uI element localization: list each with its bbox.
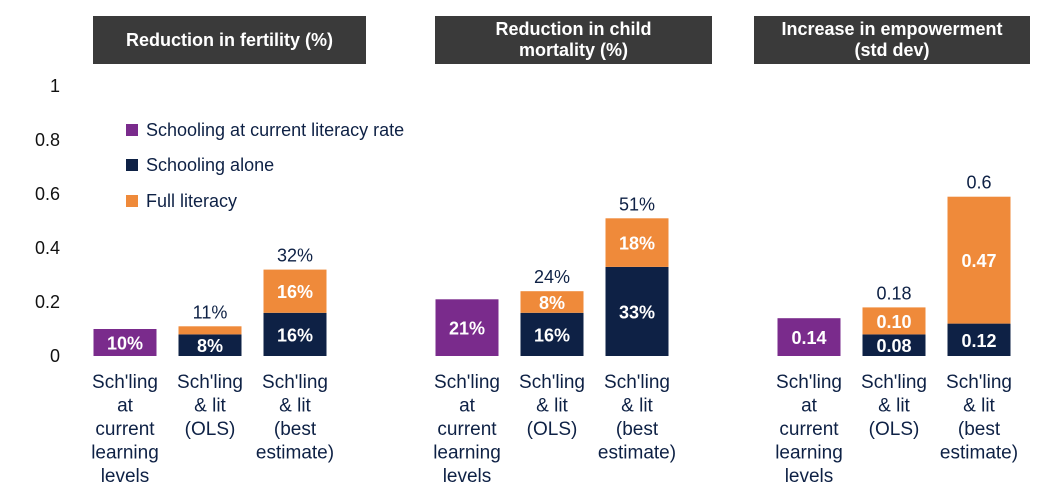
bar-segment xyxy=(605,266,669,356)
y-tick-label: 1 xyxy=(50,76,60,96)
category-label: Sch'ling at current learning levels xyxy=(775,372,843,487)
legend-swatch xyxy=(126,159,138,171)
bar-total-label: 24% xyxy=(534,267,570,287)
category-label-line: & lit xyxy=(621,396,653,417)
legend-label: Schooling alone xyxy=(146,155,274,175)
bar-total-label: 0.6 xyxy=(966,173,991,193)
segment-value-label: 33% xyxy=(619,302,655,322)
category-label-line: estimate) xyxy=(940,443,1018,464)
bar-segment xyxy=(605,218,669,267)
category-label-line: levels xyxy=(101,466,150,487)
category-label: Sch'ling & lit (best estimate) xyxy=(256,372,334,464)
segment-value-label: 16% xyxy=(534,325,570,345)
category-label-line: Sch'ling xyxy=(604,372,670,393)
category-label-line: & lit xyxy=(279,396,311,417)
category-label: Sch'ling & lit (OLS) xyxy=(177,372,243,440)
segment-value-label: 21% xyxy=(449,319,485,339)
category-label-line: levels xyxy=(785,466,834,487)
category-label-line: learning xyxy=(91,443,159,464)
category-label-line: Sch'ling xyxy=(946,372,1012,393)
category-label-line: & lit xyxy=(194,396,226,417)
category-label: Sch'ling at current learning levels xyxy=(91,372,159,487)
category-label-line: Sch'ling xyxy=(177,372,243,393)
category-label-line: current xyxy=(437,419,497,440)
category-label-line: (OLS) xyxy=(869,419,920,440)
y-tick-label: 0.6 xyxy=(35,184,60,204)
category-label-line: Sch'ling xyxy=(262,372,328,393)
legend-label: Schooling at current literacy rate xyxy=(146,120,404,140)
y-tick-label: 0.2 xyxy=(35,292,60,312)
legend-swatch xyxy=(126,124,138,136)
panel-title-child-mortality: Reduction in child mortality (%) xyxy=(435,16,712,64)
bar-total-label: 11% xyxy=(193,302,228,322)
bar-segment xyxy=(947,323,1011,356)
category-label: Sch'ling & lit (best estimate) xyxy=(598,372,676,464)
bar-segment xyxy=(435,299,499,356)
segment-value-label: 10% xyxy=(107,334,143,354)
segment-value-label: 8% xyxy=(197,336,223,356)
category-label-line: & lit xyxy=(878,396,910,417)
segment-value-label: 8% xyxy=(539,293,565,313)
category-label-line: current xyxy=(779,419,839,440)
bar-segment xyxy=(520,291,584,313)
bar-segment xyxy=(263,269,327,313)
bar-segment xyxy=(178,334,242,356)
category-label-line: Sch'ling xyxy=(861,372,927,393)
segment-value-label: 0.14 xyxy=(791,328,826,348)
segment-value-label: 0.08 xyxy=(876,336,911,356)
segment-value-label: 16% xyxy=(277,282,313,302)
category-label-line: Sch'ling xyxy=(776,372,842,393)
category-label-line: at xyxy=(459,396,476,417)
category-label-line: Sch'ling xyxy=(519,372,585,393)
bar-segment xyxy=(520,312,584,356)
category-label-line: learning xyxy=(775,443,843,464)
category-label-line: (best xyxy=(274,419,317,440)
category-label-line: estimate) xyxy=(598,443,676,464)
y-tick-label: 0 xyxy=(50,346,60,366)
segment-value-label: 18% xyxy=(619,234,655,254)
category-label-line: (best xyxy=(958,419,1001,440)
bar-segment xyxy=(178,326,242,335)
segment-value-label: 16% xyxy=(277,325,313,345)
panel-title-empowerment: Increase in empowerment (std dev) xyxy=(754,16,1030,64)
category-label: Sch'ling & lit (OLS) xyxy=(519,372,585,440)
category-label-line: (OLS) xyxy=(185,419,236,440)
category-label-line: levels xyxy=(443,466,492,487)
legend-swatch xyxy=(126,195,138,207)
bar-total-label: 0.18 xyxy=(876,283,911,303)
bar-total-label: 32% xyxy=(277,246,313,266)
category-label: Sch'ling & lit (best estimate) xyxy=(940,372,1018,464)
bar-segment xyxy=(862,307,926,335)
y-tick-label: 0.4 xyxy=(35,238,60,258)
category-label: Sch'ling & lit (OLS) xyxy=(861,372,927,440)
category-label-line: current xyxy=(95,419,155,440)
bar-segment xyxy=(777,318,841,356)
category-label-line: (best xyxy=(616,419,659,440)
bar-segment xyxy=(93,329,157,356)
category-label-line: Sch'ling xyxy=(92,372,158,393)
bar-segment xyxy=(263,312,327,356)
panel-title-fertility: Reduction in fertility (%) xyxy=(93,16,366,64)
bar-segment xyxy=(947,196,1011,324)
legend-label: Full literacy xyxy=(146,191,237,211)
bar-total-label: 51% xyxy=(619,194,655,214)
category-label-line: learning xyxy=(433,443,501,464)
category-label-line: at xyxy=(801,396,818,417)
category-label-line: estimate) xyxy=(256,443,334,464)
segment-value-label: 0.12 xyxy=(961,331,996,351)
category-label-line: (OLS) xyxy=(527,419,578,440)
bar-segment xyxy=(862,334,926,356)
y-tick-label: 0.8 xyxy=(35,130,60,150)
segment-value-label: 0.10 xyxy=(876,312,911,332)
category-label: Sch'ling at current learning levels xyxy=(433,372,501,487)
category-label-line: & lit xyxy=(963,396,995,417)
category-label-line: Sch'ling xyxy=(434,372,500,393)
category-label-line: at xyxy=(117,396,134,417)
segment-value-label: 0.47 xyxy=(961,251,996,271)
category-label-line: & lit xyxy=(536,396,568,417)
